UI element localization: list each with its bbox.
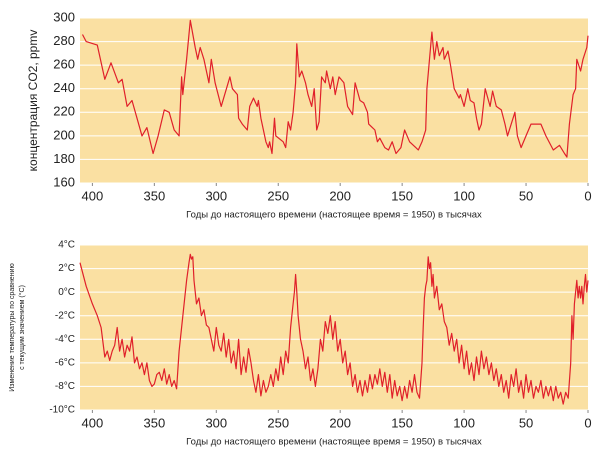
data-line [79, 253, 589, 405]
x-tick-label: 200 [329, 415, 351, 430]
x-axis-title: Годы до настоящего времени (настоящее вр… [186, 437, 482, 448]
x-tick-label: 100 [453, 415, 475, 430]
y-tick-label: -8°C [55, 381, 75, 392]
y-axis-title: Изменение температуры по сравнению [9, 263, 16, 391]
y-tick-label: 0°C [58, 287, 75, 298]
x-tick-label: 0 [584, 415, 591, 430]
y-tick-label: -10°C [49, 405, 75, 416]
x-tick-label: 0 [584, 188, 591, 203]
x-tick-label: 300 [205, 188, 227, 203]
x-tick-label: 400 [82, 415, 104, 430]
data-line [81, 19, 589, 158]
y-axis-title: концентрация CO2, ppmv [26, 30, 40, 172]
y-tick-label: 180 [53, 151, 75, 166]
y-tick-label: 200 [53, 127, 75, 142]
x-tick-label: 350 [143, 188, 165, 203]
x-tick-label: 200 [329, 188, 351, 203]
y-tick-label: 4°C [58, 240, 75, 251]
x-tick-label: 50 [519, 415, 533, 430]
y-axis-title: с текущим значением (°C) [18, 285, 26, 370]
y-tick-label: 2°C [58, 263, 75, 274]
x-tick-label: 100 [453, 188, 475, 203]
y-tick-label: 260 [53, 57, 75, 72]
x-tick-label: 250 [267, 415, 289, 430]
y-tick-label: 240 [53, 80, 75, 95]
x-tick-label: 400 [82, 188, 104, 203]
y-tick-label: 220 [53, 104, 75, 119]
x-axis-title: Годы до настоящего времени (настоящее вр… [186, 210, 482, 221]
x-tick-label: 250 [267, 188, 289, 203]
y-tick-label: 280 [53, 33, 75, 48]
plot-background [80, 18, 588, 183]
y-tick-label: -6°C [55, 357, 75, 368]
x-tick-label: 150 [391, 188, 413, 203]
y-tick-label: 300 [53, 9, 75, 24]
y-tick-label: -4°C [55, 334, 75, 345]
x-tick-label: 150 [391, 415, 413, 430]
x-tick-label: 50 [519, 188, 533, 203]
x-tick-label: 350 [143, 415, 165, 430]
y-tick-label: 160 [53, 174, 75, 189]
x-tick-label: 300 [205, 415, 227, 430]
y-tick-label: -2°C [55, 310, 75, 321]
